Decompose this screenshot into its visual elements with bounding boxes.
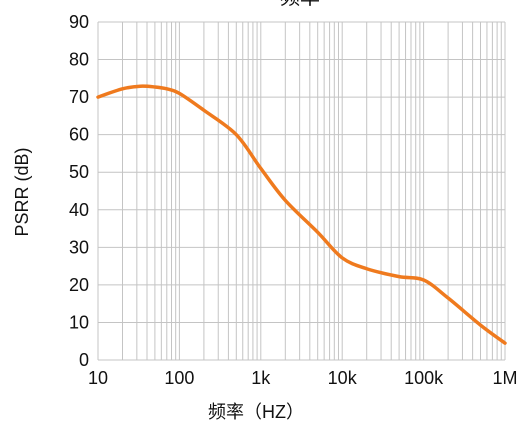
y-tick-label: 0 [79,350,89,370]
series-line-psrr [96,84,507,345]
x-tick-label: 1M [492,368,517,388]
y-axis-label: PSRR (dB) [12,147,32,236]
x-tick-label: 100 [164,368,194,388]
y-tick-label: 90 [69,12,89,32]
series-layer [96,84,507,345]
y-tick-label: 60 [69,125,89,145]
x-tick-label: 10 [88,368,108,388]
grid [97,21,506,361]
x-tick-label: 10k [328,368,358,388]
x-tick-label: 100k [404,368,444,388]
y-tick-label: 40 [69,200,89,220]
y-tick-label: 10 [69,312,89,332]
y-tick-label: 20 [69,275,89,295]
y-tick-label: 30 [69,237,89,257]
y-tick-labels: 0 10 20 30 40 50 60 70 80 90 [69,12,89,370]
x-tick-labels: 10 100 1k 10k 100k 1M [88,368,518,388]
y-tick-label: 80 [69,50,89,70]
x-axis-label: 频率（HZ） [208,402,304,422]
y-tick-label: 70 [69,87,89,107]
chart-title: 频率 [280,0,320,9]
x-tick-label: 1k [251,368,271,388]
y-tick-label: 50 [69,162,89,182]
